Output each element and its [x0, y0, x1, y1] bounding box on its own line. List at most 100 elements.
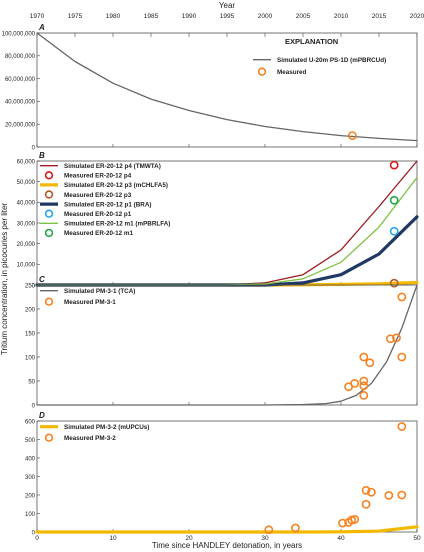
- top-tick-label: 2005: [296, 13, 311, 20]
- bottom-tick-label: 40: [337, 535, 345, 542]
- bottom-tick-label: 50: [413, 535, 421, 542]
- legend-marker: [257, 67, 267, 76]
- data-point: [389, 160, 399, 170]
- y-tick-label: 200: [25, 493, 36, 499]
- series-line: [36, 284, 418, 406]
- data-point: [392, 333, 401, 343]
- y-tick-label: 80,000,000: [5, 54, 36, 60]
- legend-label: Simulated ER-20-12 p1 (BRA): [64, 201, 151, 208]
- panel-d: D 0 100 200 300 400 500 600 Simulated PM-3-2 (mU…: [25, 411, 419, 536]
- data-point: [359, 381, 369, 391]
- bottom-axis-ticks: 0 10 20 30 40 50: [35, 535, 421, 542]
- y-tick-label: 30,000: [17, 221, 36, 227]
- y-tick-label: 40,000: [17, 201, 36, 207]
- y-tick-label: 600: [25, 419, 36, 425]
- legend-marker: [44, 171, 54, 180]
- y-tick-label: 10,000: [17, 263, 36, 269]
- top-tick-label: 1975: [68, 13, 83, 20]
- legend-marker: [44, 190, 54, 199]
- panel-letter: B: [39, 151, 45, 160]
- legend-marker: [44, 209, 54, 218]
- data-point: [359, 390, 369, 400]
- y-tick-label: 150: [25, 331, 36, 337]
- top-tick-label: 1980: [106, 13, 121, 20]
- top-axis-ticks: 1970 1975 1980 1985 1990 1995 2000 2005 2010 2015…: [30, 13, 424, 37]
- bottom-tick-label: 0: [35, 535, 39, 542]
- data-point: [361, 485, 371, 495]
- y-tick-label: 0: [32, 530, 36, 536]
- panel-letter: C: [39, 275, 45, 284]
- legend-label: Simulated PM-3-2 (mUPCUs): [64, 424, 149, 431]
- data-point: [350, 515, 360, 524]
- legend-label: Measured ER-20-12 m1: [64, 230, 133, 237]
- top-tick-label: 1995: [220, 13, 235, 20]
- y-tick-label: 100: [25, 355, 36, 361]
- y-tick-label: 20,000,000: [5, 123, 36, 129]
- legend-label: Simulated ER-20-12 m1 (mPBRLFA): [64, 221, 170, 228]
- y-tick-label: 250: [25, 283, 36, 289]
- data-point: [389, 195, 399, 205]
- panels: A 0 20,000,000 40,000,000 60,000,000 80,000,0…: [2, 23, 419, 536]
- bottom-tick-label: 30: [261, 535, 269, 542]
- y-tick-label: 400: [25, 456, 36, 462]
- legend-label: Simulated ER-20-12 p3 (mCHLFA5): [64, 182, 168, 189]
- legend-label: Measured PM-3-2: [64, 435, 116, 442]
- bottom-tick-label: 20: [185, 535, 193, 542]
- legend-marker: [44, 228, 54, 238]
- y-tick-label: 40,000,000: [5, 100, 36, 106]
- y-axis-label: Tritium concentration, in picocuries per…: [0, 203, 9, 356]
- y-tick-label: 100: [25, 512, 36, 518]
- data-point: [397, 292, 407, 302]
- legend: Simulated PM-3-1 (TCA) Measured PM-3-1: [40, 288, 135, 306]
- data-point: [350, 378, 360, 388]
- data-point: [389, 278, 399, 288]
- plot-frame: [36, 32, 418, 148]
- data-point: [361, 499, 371, 509]
- panel-b: B 0 10,000 20,000 30,000 40,000 50,000 60,000 Si…: [17, 151, 419, 289]
- top-tick-label: 2010: [334, 13, 349, 20]
- legend: Simulated ER-20-12 p4 (TMWTA) Measured ER…: [40, 163, 170, 237]
- data-point: [338, 518, 347, 528]
- legend-label: Measured: [277, 69, 307, 76]
- top-tick-label: 2020: [410, 13, 424, 20]
- legend-label: Measured ER-20-12 p1: [64, 211, 132, 218]
- y-tick-label: 60,000,000: [5, 77, 36, 83]
- data-point: [264, 525, 274, 535]
- data-point: [366, 487, 376, 497]
- top-tick-label: 1970: [30, 13, 45, 20]
- panel-a: A 0 20,000,000 40,000,000 60,000,000 80,000,0…: [2, 23, 418, 151]
- legend-marker: [44, 433, 54, 442]
- panel-letter: A: [38, 23, 45, 32]
- legend-label: Simulated U-20m PS-1D (mPBRCUd): [277, 57, 386, 64]
- data-point: [389, 226, 399, 236]
- data-point: [397, 352, 407, 362]
- y-tick-label: 100,000,000: [2, 31, 36, 37]
- top-tick-label: 2015: [372, 13, 387, 20]
- legend-label: Measured ER-20-12 p4: [64, 173, 132, 180]
- legend-marker: [44, 297, 54, 306]
- data-point: [347, 131, 357, 140]
- series-line: [35, 525, 419, 534]
- y-tick-label: 0: [32, 283, 36, 289]
- panel-letter: D: [39, 411, 45, 420]
- data-point: [359, 352, 369, 362]
- y-tick-label: 60,000: [17, 159, 36, 165]
- data-point: [385, 334, 395, 344]
- legend-label: Simulated ER-20-12 p4 (TMWTA): [64, 163, 161, 170]
- bottom-axis-label: Time since HANDLEY detonation, in years: [152, 541, 302, 550]
- top-tick-label: 2000: [258, 13, 273, 20]
- data-point: [290, 523, 300, 533]
- y-tick-label: 50,000: [17, 180, 36, 186]
- legend: EXPLANATION Simulated U-20m PS-1D (mPBRCU…: [253, 37, 386, 76]
- data-point: [384, 490, 394, 500]
- legend-label: Measured PM-3-1: [64, 299, 116, 306]
- top-tick-label: 1985: [144, 13, 159, 20]
- data-point: [397, 422, 407, 431]
- legend-label: Simulated PM-3-1 (TCA): [64, 288, 135, 295]
- legend: Simulated PM-3-2 (mUPCUs) Measured PM-3-2: [40, 424, 149, 442]
- top-axis-label: Year: [219, 1, 236, 10]
- y-tick-label: 0: [32, 145, 36, 151]
- y-tick-label: 50: [28, 379, 35, 385]
